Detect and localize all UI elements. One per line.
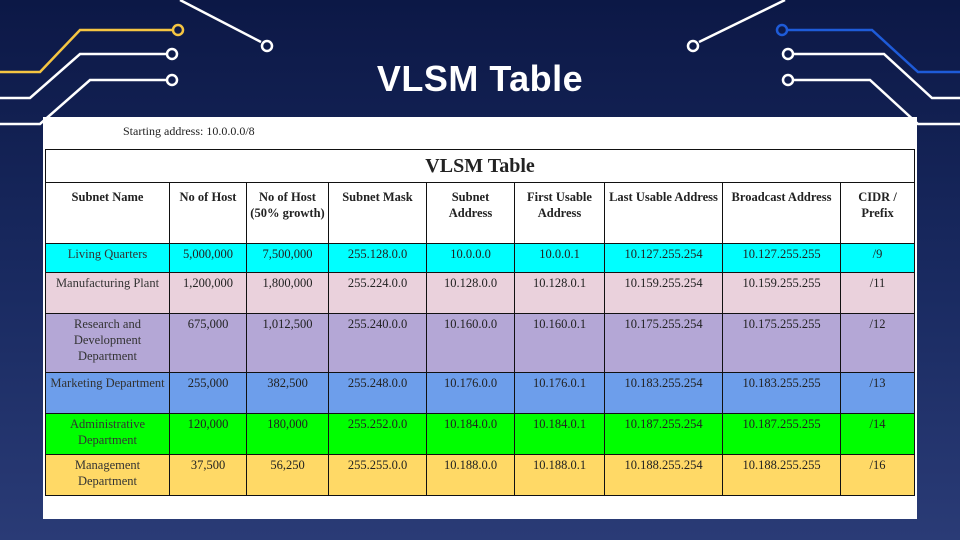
subnet-name-cell: Research and Development Department (45, 313, 170, 373)
subnet-name-cell: Living Quarters (45, 243, 170, 273)
subnet-name-cell: Management Department (45, 454, 170, 496)
table-cell: /16 (839, 454, 916, 496)
table-cell: /9 (839, 243, 916, 273)
table-cell: 10.175.255.254 (604, 313, 723, 373)
column-header: No of Host (169, 182, 247, 244)
column-header: No of Host (50% growth) (246, 182, 329, 244)
table-cell: 10.184.0.1 (514, 413, 605, 455)
table-cell: 10.128.0.1 (514, 272, 605, 314)
subnet-name-cell: Manufacturing Plant (45, 272, 170, 314)
table-cell: /12 (839, 313, 916, 373)
vlsm-table: VLSM Table Subnet Name No of Host No of Ho… (44, 149, 916, 496)
table-cell: 255.240.0.0 (328, 313, 427, 373)
table-cell: 10.187.255.254 (604, 413, 723, 455)
subnet-name-cell: Administrative Department (45, 413, 170, 455)
table-row: Living Quarters 5,000,000 7,500,000 255.128… (45, 243, 916, 273)
table-row: Marketing Department 255,000 382,500 255.24… (45, 372, 916, 414)
table-cell: 10.159.255.255 (722, 272, 841, 314)
table-cell: 10.128.0.0 (426, 272, 515, 314)
column-header: Subnet Address (426, 182, 515, 244)
table-caption: VLSM Table (44, 149, 916, 183)
table-cell: 675,000 (169, 313, 247, 373)
circuit-decoration (0, 0, 960, 126)
table-cell: 255.128.0.0 (328, 243, 427, 273)
table-cell: 37,500 (169, 454, 247, 496)
header-row: Subnet Name No of Host No of Host (50% gro… (45, 182, 916, 244)
column-header: CIDR / Prefix (839, 182, 916, 244)
table-body: Living Quarters 5,000,000 7,500,000 255.128… (45, 243, 916, 496)
slide-title: VLSM Table (376, 58, 584, 99)
table-cell: /13 (839, 372, 916, 414)
document-card: Starting address: 10.0.0.0/8 VLSM Table … (43, 117, 917, 519)
table-cell: /14 (839, 413, 916, 455)
table-cell: 10.127.255.254 (604, 243, 723, 273)
table-cell: 1,012,500 (246, 313, 329, 373)
table-cell: 10.0.0.0 (426, 243, 515, 273)
table-cell: 382,500 (246, 372, 329, 414)
table-cell: 255.248.0.0 (328, 372, 427, 414)
table-cell: 255.252.0.0 (328, 413, 427, 455)
table-cell: 56,250 (246, 454, 329, 496)
table-row: Management Department 37,500 56,250 255.255… (45, 454, 916, 496)
table-cell: 5,000,000 (169, 243, 247, 273)
table-cell: 255.224.0.0 (328, 272, 427, 314)
column-header: Subnet Mask (328, 182, 427, 244)
table-cell: 255.255.0.0 (328, 454, 427, 496)
table-cell: 255,000 (169, 372, 247, 414)
table-cell: 120,000 (169, 413, 247, 455)
table-cell: 1,800,000 (246, 272, 329, 314)
table-cell: 10.175.255.255 (722, 313, 841, 373)
table-cell: 10.183.255.255 (722, 372, 841, 414)
column-header: Subnet Name (45, 182, 170, 244)
table-cell: 10.188.0.1 (514, 454, 605, 496)
table-cell: 1,200,000 (169, 272, 247, 314)
table-cell: 10.187.255.255 (722, 413, 841, 455)
table-cell: 10.188.0.0 (426, 454, 515, 496)
table-cell: 7,500,000 (246, 243, 329, 273)
table-cell: 10.0.0.1 (514, 243, 605, 273)
table-cell: 10.183.255.254 (604, 372, 723, 414)
table-cell: 10.127.255.255 (722, 243, 841, 273)
table-row: Research and Development Department 675,0… (45, 313, 916, 373)
subnet-name-cell: Marketing Department (45, 372, 170, 414)
table-cell: 10.160.0.0 (426, 313, 515, 373)
starting-address: Starting address: 10.0.0.0/8 (123, 124, 255, 138)
table-cell: 10.188.255.255 (722, 454, 841, 496)
table-row: Manufacturing Plant 1,200,000 1,800,000 255… (45, 272, 916, 314)
table-cell: /11 (839, 272, 916, 314)
table-cell: 10.176.0.0 (426, 372, 515, 414)
table-cell: 180,000 (246, 413, 329, 455)
column-header: First Usable Address (514, 182, 605, 244)
table-cell: 10.160.0.1 (514, 313, 605, 373)
table-cell: 10.188.255.254 (604, 454, 723, 496)
table-cell: 10.176.0.1 (514, 372, 605, 414)
column-header: Broadcast Address (722, 182, 841, 244)
column-header: Last Usable Address (604, 182, 723, 244)
table-cell: 10.159.255.254 (604, 272, 723, 314)
table-cell: 10.184.0.0 (426, 413, 515, 455)
table-row: Administrative Department 120,000 180,000 2… (45, 413, 916, 455)
